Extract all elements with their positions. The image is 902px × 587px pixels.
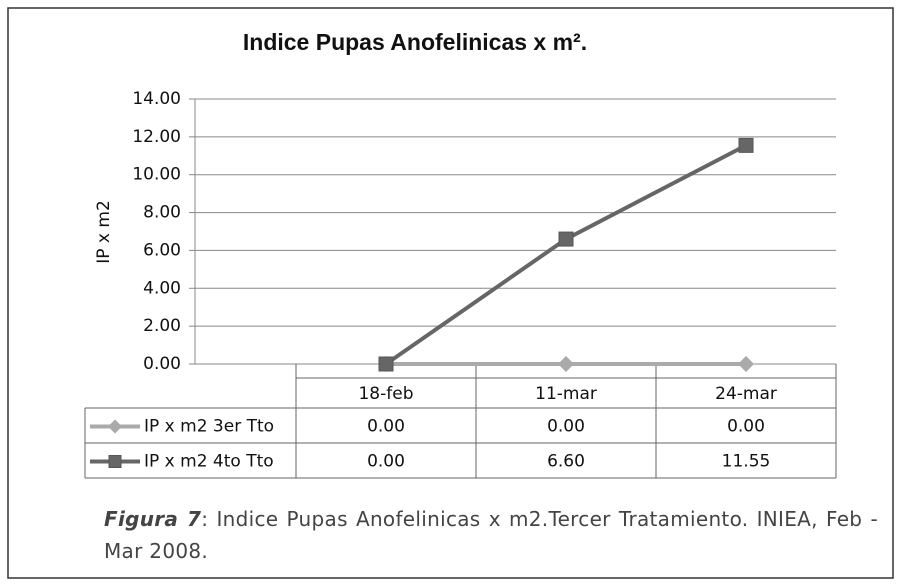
y-tick-label: 10.00 [132,165,181,185]
caption-text: : Indice Pupas Anofelinicas x m2.Tercer … [104,507,878,563]
table-cell: 6.60 [547,452,585,472]
x-tick-label: 18-feb [358,384,413,404]
table-cell: 0.00 [367,417,405,437]
series-line [384,143,747,366]
marker [558,231,574,247]
y-tick-label: 4.00 [143,278,181,298]
y-tick-label: 14.00 [132,89,181,109]
table-cell: 0.00 [367,452,405,472]
marker [378,356,394,372]
frame [7,7,894,579]
y-tick-label: 8.00 [143,203,181,223]
legend-label: IP x m2 3er Tto [144,417,274,437]
caption-label: Figura 7 [104,507,202,531]
caption: Figura 7: Indice Pupas Anofelinicas x m2… [104,503,878,567]
marker [738,137,754,153]
marker [558,356,574,372]
x-tick-label: 11-mar [535,384,597,404]
table-cell: 0.00 [727,417,765,437]
chart-title: Indice Pupas Anofelinicas x m². [243,29,587,55]
table-cell: 11.55 [722,452,771,472]
y-axis-label: IP x m2 [94,200,114,264]
y-tick-label: 2.00 [143,316,181,336]
marker [108,455,122,468]
legend-label: IP x m2 4to Tto [144,452,274,472]
table-cell: 0.00 [547,417,585,437]
y-tick-label: 12.00 [132,127,181,147]
marker [108,419,122,434]
x-tick-label: 24-mar [715,384,777,404]
y-tick-label: 6.00 [143,240,181,260]
marker [738,356,754,372]
y-tick-label: 0.00 [143,354,181,374]
